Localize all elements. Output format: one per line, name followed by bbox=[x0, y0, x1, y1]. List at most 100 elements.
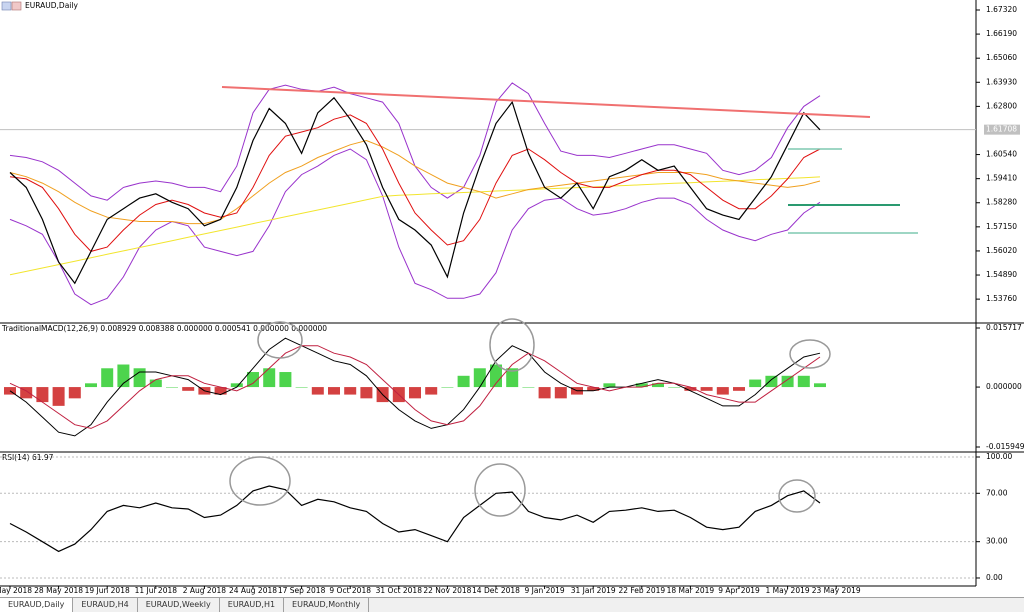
y-tick-label: 1.56020 bbox=[986, 246, 1017, 255]
y-tick-label: 1.58280 bbox=[986, 198, 1017, 207]
histogram-bar bbox=[635, 383, 648, 388]
x-tick-label: 24 Aug 2018 bbox=[229, 586, 277, 595]
histogram-bar bbox=[214, 387, 227, 395]
histogram-bar bbox=[538, 387, 551, 399]
histogram-bar bbox=[85, 383, 97, 388]
histogram-bar bbox=[360, 387, 373, 399]
histogram-bar bbox=[52, 387, 65, 406]
histogram-bar bbox=[749, 379, 762, 388]
symbol-icon bbox=[11, 1, 22, 11]
y-tick-label: 1.60540 bbox=[986, 150, 1017, 159]
x-tick-label: 14 Dec 2018 bbox=[472, 586, 520, 595]
x-tick-label: 23 May 2019 bbox=[812, 586, 861, 595]
series-line bbox=[9, 114, 821, 252]
rsi-title: RSI(14) 61.97 bbox=[2, 453, 54, 462]
histogram-bar bbox=[182, 387, 195, 391]
x-tick-label: 9 Jan 2019 bbox=[524, 586, 564, 595]
chart-tab[interactable]: EURAUD,Weekly bbox=[138, 598, 220, 612]
histogram-bar bbox=[344, 387, 357, 395]
x-tick-label: 28 May 2018 bbox=[34, 586, 83, 595]
histogram-bar bbox=[295, 387, 308, 388]
chart-title: EURAUD,Daily bbox=[25, 1, 78, 10]
histogram-bar bbox=[652, 383, 664, 388]
y-tick-label: -0.015949 bbox=[986, 442, 1024, 451]
histogram-bar bbox=[473, 368, 486, 388]
y-tick-label: 30.00 bbox=[986, 537, 1008, 546]
series-line bbox=[9, 139, 821, 225]
drawings bbox=[221, 86, 918, 517]
x-tick-label: 9 Apr 2019 bbox=[718, 586, 760, 595]
hand-circle bbox=[778, 479, 816, 513]
x-tick-label: 11 Jul 2018 bbox=[135, 586, 178, 595]
y-tick-label: 0.000000 bbox=[986, 382, 1022, 391]
series-line bbox=[9, 96, 821, 285]
histogram-bar bbox=[797, 375, 810, 388]
series-line bbox=[9, 485, 821, 553]
histogram-bar bbox=[554, 387, 567, 399]
symbol-icon bbox=[1, 1, 12, 11]
y-tick-label: 0.00 bbox=[986, 573, 1003, 582]
x-tick-label: 9 Oct 2018 bbox=[329, 586, 371, 595]
chart-tab[interactable]: EURAUD,Daily bbox=[0, 598, 74, 612]
histogram-bar bbox=[587, 387, 600, 391]
y-tick-label: 1.54890 bbox=[986, 270, 1017, 279]
hand-circle bbox=[489, 318, 535, 372]
macd-title: TraditionalMACD(12,26,9) 0.008929 0.0083… bbox=[1, 324, 327, 333]
x-tick-label: 22 Nov 2018 bbox=[423, 586, 471, 595]
y-tick-label: 1.67320 bbox=[986, 5, 1017, 14]
x-tick-label: 2 Aug 2018 bbox=[183, 586, 226, 595]
histogram-bar bbox=[490, 364, 502, 388]
histogram-bar bbox=[149, 379, 162, 388]
hand-circle bbox=[789, 339, 831, 369]
last-price-box bbox=[984, 124, 1020, 135]
series-line bbox=[9, 337, 821, 437]
y-tick-label: 1.63930 bbox=[986, 77, 1017, 86]
histogram-bar bbox=[166, 387, 178, 388]
histogram-bar bbox=[457, 375, 470, 388]
histogram-bar bbox=[765, 375, 778, 388]
series-line bbox=[9, 345, 821, 429]
chart-tab[interactable]: EURAUD,Monthly bbox=[284, 598, 370, 612]
histogram-bar bbox=[522, 387, 535, 388]
histogram-bar bbox=[733, 387, 745, 391]
histogram-bar bbox=[263, 368, 276, 388]
y-tick-label: 1.59410 bbox=[986, 174, 1017, 183]
histogram-bar bbox=[311, 387, 324, 395]
histogram-bar bbox=[101, 368, 114, 388]
y-tick-label: 100.00 bbox=[986, 452, 1012, 461]
x-tick-label: 31 Jan 2019 bbox=[571, 586, 616, 595]
histogram-bar bbox=[279, 372, 292, 388]
hand-circle bbox=[257, 321, 303, 359]
y-tick-label: 1.62800 bbox=[986, 101, 1017, 110]
histogram-bar bbox=[409, 387, 421, 399]
x-tick-label: 4 May 2018 bbox=[0, 586, 32, 595]
series-line bbox=[9, 148, 821, 306]
histogram-bar bbox=[425, 387, 438, 395]
series-line bbox=[9, 176, 821, 276]
x-tick-label: 17 Sep 2018 bbox=[278, 586, 326, 595]
hand-circle bbox=[229, 456, 291, 506]
histogram-bar bbox=[133, 368, 146, 388]
y-tick-label: 1.66190 bbox=[986, 29, 1017, 38]
histogram-bar bbox=[684, 387, 697, 391]
trend-line bbox=[221, 86, 871, 118]
chart-tab[interactable]: EURAUD,H1 bbox=[220, 598, 285, 612]
x-tick-label: 31 Oct 2018 bbox=[376, 586, 423, 595]
histogram-bar bbox=[716, 387, 729, 395]
histogram-bar bbox=[68, 387, 81, 399]
y-tick-label: 1.65060 bbox=[986, 53, 1017, 62]
y-tick-label: 0.015717 bbox=[986, 323, 1022, 332]
histogram-bar bbox=[117, 364, 130, 388]
x-tick-label: 22 Feb 2019 bbox=[618, 586, 665, 595]
y-tick-label: 1.53760 bbox=[986, 294, 1017, 303]
histogram-bar bbox=[20, 387, 33, 399]
histogram-bar bbox=[668, 387, 681, 388]
histogram-bar bbox=[603, 383, 616, 388]
chart-tab[interactable]: EURAUD,H4 bbox=[73, 598, 138, 612]
y-tick-label: 1.57150 bbox=[986, 222, 1017, 231]
chart: EURAUD,Daily TraditionalMACD(12,26,9) 0.… bbox=[0, 0, 1024, 595]
histogram-bar bbox=[247, 372, 259, 388]
histogram-bar bbox=[230, 383, 243, 388]
tab-bar: EURAUD,Daily EURAUD,H4 EURAUD,Weekly EURAUD… bbox=[0, 597, 1024, 612]
